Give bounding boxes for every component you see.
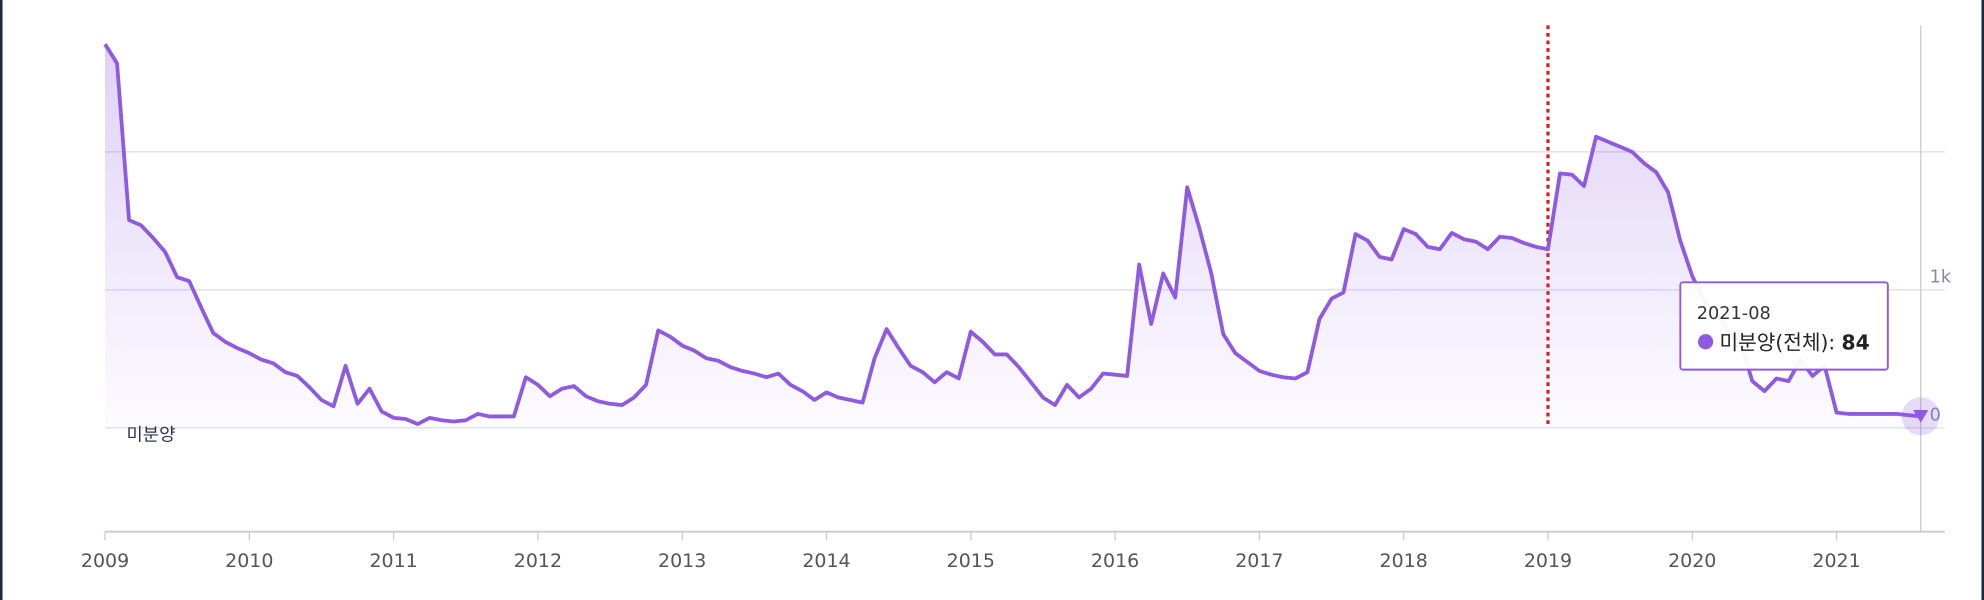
x-tick-label: 2021: [1812, 550, 1860, 572]
area: [105, 44, 1921, 428]
y-tick-label: 0: [1930, 405, 1941, 425]
x-tick-label: 2017: [1235, 550, 1283, 572]
frame-left: [0, 0, 3, 600]
tooltip: 2021-08 미분양(전체): 84: [1679, 281, 1889, 371]
x-tick-label: 2012: [514, 550, 562, 572]
x-tick-label: 2014: [802, 550, 850, 572]
plot: 미분양: [103, 25, 1940, 446]
line: [103, 43, 1921, 426]
tooltip-swatch: [1698, 334, 1714, 350]
x-tick-label: 2013: [658, 550, 706, 572]
tooltip-value: 84: [1842, 330, 1870, 354]
x-tick-label: 2010: [225, 550, 273, 572]
x-tick-label: 2011: [369, 550, 417, 572]
tooltip-date: 2021-08: [1697, 304, 1771, 324]
point: [1913, 409, 1929, 423]
x-tick-label: 2020: [1668, 550, 1716, 572]
frame-right: [1981, 0, 1984, 600]
y-tick-label: 1k: [1930, 267, 1952, 287]
tooltip-label: 미분양(전체):: [1720, 330, 1836, 354]
x-tick-label: 2016: [1091, 550, 1139, 572]
series-label: 미분양: [127, 425, 176, 446]
x-tick-label: 2015: [947, 550, 995, 572]
x-axis: 2009 2010 2011 2012 2013 2014 2015 2016 2017 2018…: [81, 530, 1945, 572]
x-tick-label: 2018: [1380, 550, 1428, 572]
x-tick-label: 2009: [81, 550, 129, 572]
x-tick-label: 2019: [1524, 550, 1572, 572]
tooltip-box: [1679, 281, 1889, 371]
